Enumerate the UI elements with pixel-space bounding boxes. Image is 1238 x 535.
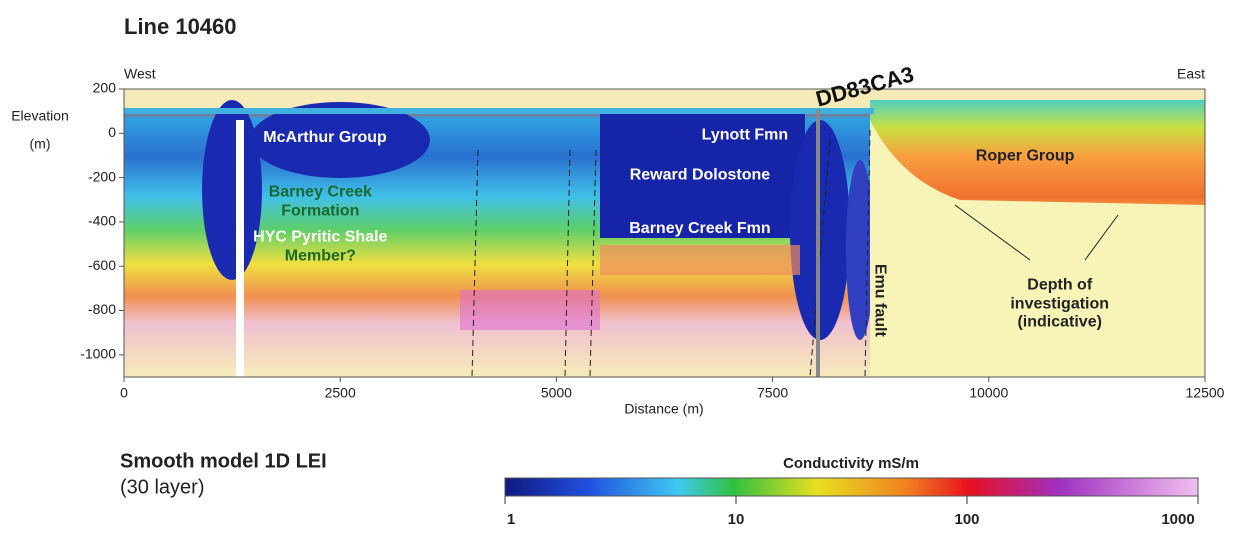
east-label: East (1177, 66, 1205, 82)
annotation: Formation (281, 203, 359, 220)
x-tick-label: 10000 (969, 385, 1008, 401)
y-tick-label: -800 (88, 301, 116, 317)
annotation: Roper Group (976, 147, 1075, 164)
subtitle: Smooth model 1D LEI (120, 450, 327, 472)
annotation: Lynott Fmn (702, 127, 789, 144)
annotation: investigation (1010, 296, 1109, 313)
plot-frame (123, 88, 1206, 378)
colorbar-tick-label: 10 (728, 511, 745, 528)
x-tick-label: 2500 (325, 385, 356, 401)
x-tick-label: 5000 (541, 385, 572, 401)
annotation: Barney Creek Fmn (629, 220, 770, 237)
annotation: Barney Creek (269, 183, 372, 200)
y-tick-label: -600 (88, 257, 116, 273)
x-tick-label: 12500 (1186, 385, 1225, 401)
x-tick-label: 7500 (757, 385, 788, 401)
colorbar-label: Conductivity mS/m (783, 455, 919, 472)
y-tick-label: -400 (88, 213, 116, 229)
annotation: Emu fault (872, 264, 889, 338)
subtitle2: (30 layer) (120, 476, 204, 498)
x-tick-label: 0 (120, 385, 128, 401)
y-tick-label: 0 (108, 124, 116, 140)
annotation: HYC Pyritic Shale (253, 229, 387, 246)
y-tick-label: 200 (93, 80, 117, 96)
y-axis-label: (m) (30, 136, 51, 152)
colorbar-tick-label: 1 (507, 511, 515, 528)
x-axis-label: Distance (m) (624, 401, 703, 417)
y-axis-label: Elevation (11, 108, 69, 124)
y-tick-label: -1000 (80, 346, 116, 362)
annotation: McArthur Group (263, 129, 387, 146)
annotation: Member? (285, 247, 356, 264)
annotation: Depth of (1027, 277, 1093, 294)
annotation: Reward Dolostone (630, 167, 771, 184)
colorbar-tick-label: 1000 (1161, 511, 1194, 528)
colorbar (504, 477, 1199, 497)
west-label: West (124, 66, 156, 82)
annotation: (indicative) (1017, 314, 1101, 331)
colorbar-tick-label: 100 (954, 511, 979, 528)
section-image (124, 89, 1205, 377)
title: Line 10460 (124, 14, 237, 39)
y-tick-label: -200 (88, 168, 116, 184)
